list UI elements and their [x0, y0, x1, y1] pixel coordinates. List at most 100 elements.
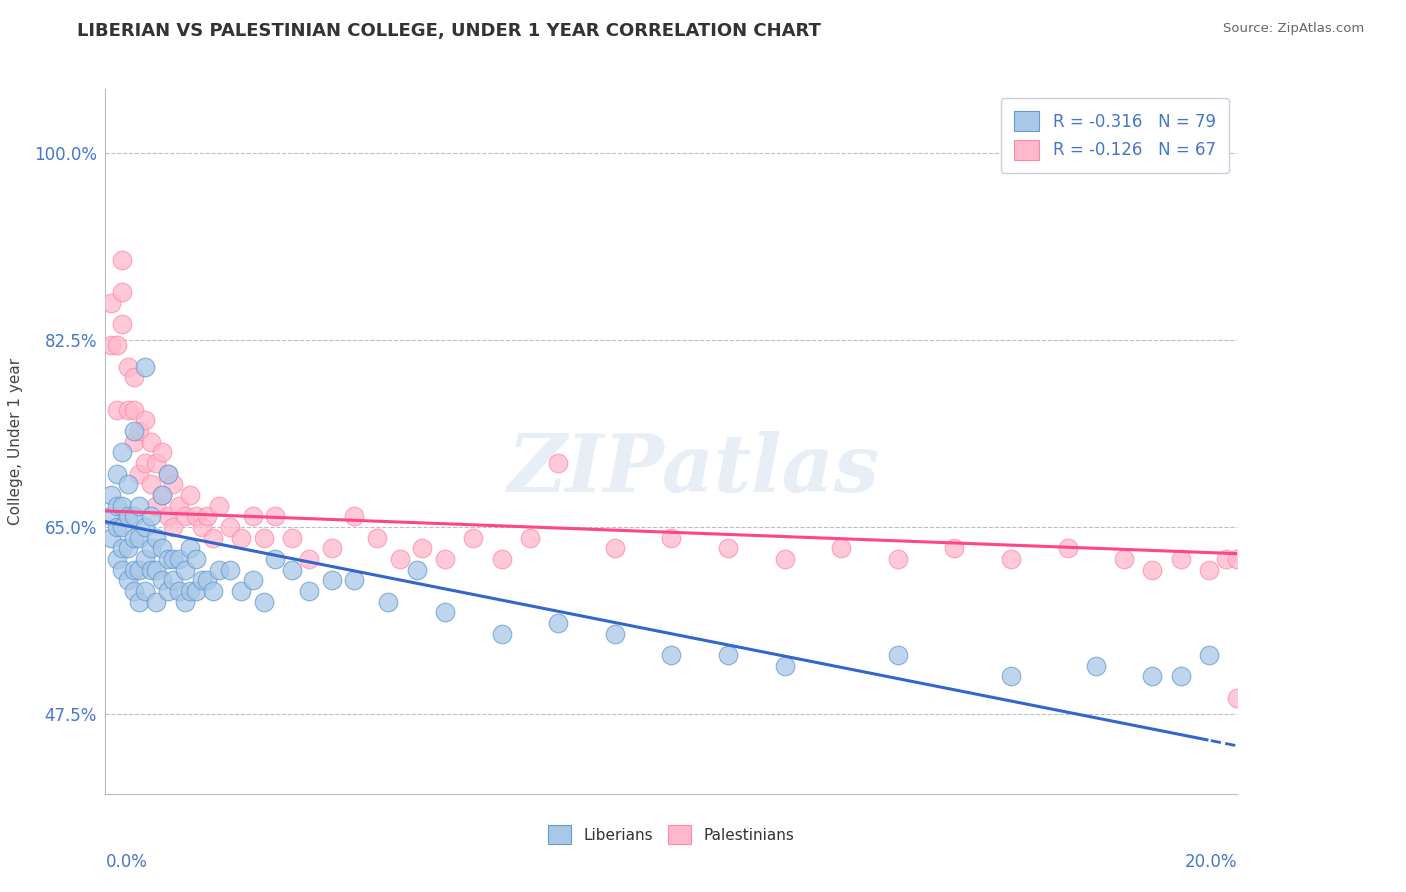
Point	[190, 574, 212, 588]
Point	[145, 531, 167, 545]
Point	[433, 606, 456, 620]
Point	[388, 552, 411, 566]
Point	[264, 509, 287, 524]
Point	[117, 402, 139, 417]
Point	[162, 477, 184, 491]
Point	[105, 402, 128, 417]
Point	[603, 541, 626, 556]
Point	[128, 595, 150, 609]
Point	[1142, 563, 1164, 577]
Point	[253, 595, 276, 609]
Text: 20.0%: 20.0%	[1185, 853, 1237, 871]
Point	[145, 499, 167, 513]
Point	[105, 520, 128, 534]
Point	[128, 467, 150, 481]
Point	[105, 467, 128, 481]
Point	[134, 520, 156, 534]
Point	[773, 552, 796, 566]
Point	[111, 445, 134, 459]
Point	[219, 563, 242, 577]
Point	[105, 338, 128, 352]
Point	[122, 434, 145, 449]
Point	[1170, 669, 1192, 683]
Point	[156, 467, 179, 481]
Point	[661, 531, 683, 545]
Point	[343, 574, 366, 588]
Point	[491, 552, 513, 566]
Point	[139, 509, 162, 524]
Point	[100, 509, 122, 524]
Point	[145, 595, 167, 609]
Point	[128, 531, 150, 545]
Point	[195, 509, 218, 524]
Point	[343, 509, 366, 524]
Point	[111, 520, 134, 534]
Point	[150, 488, 173, 502]
Point	[156, 467, 179, 481]
Point	[1198, 648, 1220, 662]
Point	[150, 488, 173, 502]
Point	[603, 626, 626, 640]
Point	[463, 531, 485, 545]
Point	[281, 531, 304, 545]
Point	[167, 584, 190, 599]
Point	[100, 531, 122, 545]
Point	[150, 541, 173, 556]
Point	[100, 295, 122, 310]
Point	[201, 531, 224, 545]
Text: 0.0%: 0.0%	[105, 853, 148, 871]
Point	[433, 552, 456, 566]
Point	[190, 520, 212, 534]
Point	[122, 370, 145, 384]
Point	[139, 563, 162, 577]
Point	[105, 499, 128, 513]
Point	[134, 552, 156, 566]
Point	[661, 648, 683, 662]
Point	[717, 648, 740, 662]
Point	[122, 402, 145, 417]
Point	[1198, 563, 1220, 577]
Point	[105, 552, 128, 566]
Point	[111, 285, 134, 299]
Point	[111, 541, 134, 556]
Point	[519, 531, 541, 545]
Point	[111, 317, 134, 331]
Point	[1000, 552, 1022, 566]
Point	[122, 584, 145, 599]
Point	[111, 499, 134, 513]
Point	[298, 552, 321, 566]
Point	[298, 584, 321, 599]
Point	[173, 509, 195, 524]
Point	[139, 541, 162, 556]
Point	[179, 488, 201, 502]
Point	[242, 574, 264, 588]
Point	[411, 541, 433, 556]
Point	[134, 359, 156, 374]
Point	[122, 424, 145, 438]
Point	[547, 456, 569, 470]
Point	[145, 456, 167, 470]
Point	[156, 552, 179, 566]
Point	[134, 584, 156, 599]
Point	[231, 584, 253, 599]
Point	[1170, 552, 1192, 566]
Point	[195, 574, 218, 588]
Point	[321, 541, 343, 556]
Point	[184, 509, 207, 524]
Point	[117, 509, 139, 524]
Text: LIBERIAN VS PALESTINIAN COLLEGE, UNDER 1 YEAR CORRELATION CHART: LIBERIAN VS PALESTINIAN COLLEGE, UNDER 1…	[77, 22, 821, 40]
Point	[201, 584, 224, 599]
Point	[122, 509, 145, 524]
Point	[100, 338, 122, 352]
Point	[366, 531, 388, 545]
Point	[145, 563, 167, 577]
Text: ZIPatlas: ZIPatlas	[508, 431, 880, 508]
Point	[156, 509, 179, 524]
Point	[134, 413, 156, 427]
Point	[150, 445, 173, 459]
Point	[231, 531, 253, 545]
Point	[139, 434, 162, 449]
Point	[117, 541, 139, 556]
Point	[1142, 669, 1164, 683]
Point	[117, 477, 139, 491]
